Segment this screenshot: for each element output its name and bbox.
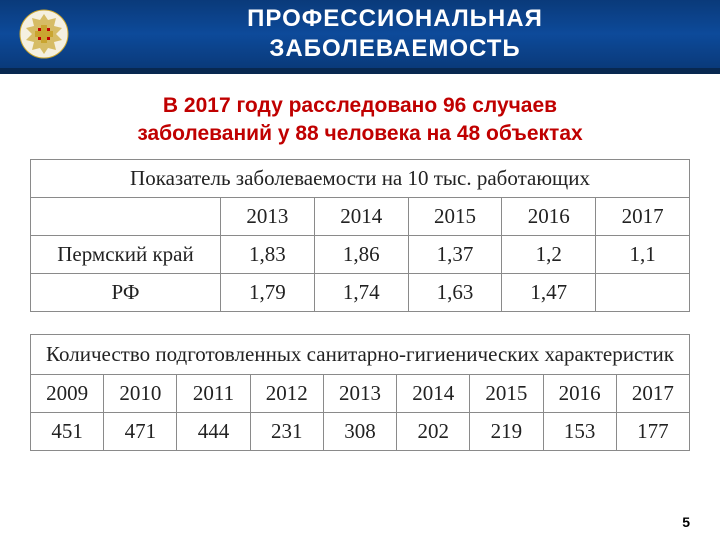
table2-cell: 153: [543, 412, 616, 450]
table1-row-label: Пермский край: [31, 235, 221, 273]
table1-row-label: РФ: [31, 273, 221, 311]
table1-title: Показатель заболеваемости на 10 тыс. раб…: [31, 159, 690, 197]
subheading: В 2017 году расследовано 96 случаев забо…: [30, 92, 690, 149]
characteristics-table: Количество подготовленных санитарно-гиги…: [30, 334, 690, 451]
table1-cell: 1,1: [596, 235, 690, 273]
table2-year: 2014: [397, 374, 470, 412]
table1-year: 2016: [502, 197, 596, 235]
title-line2: ЗАБОЛЕВАЕМОСТЬ: [269, 35, 520, 62]
table2-cell: 231: [250, 412, 323, 450]
table2-year-row: 2009 2010 2011 2012 2013 2014 2015 2016 …: [31, 374, 690, 412]
table1-cell: 1,63: [408, 273, 502, 311]
table2-year: 2013: [323, 374, 396, 412]
table2-year: 2011: [177, 374, 250, 412]
slide-title: ПРОФЕССИОНАЛЬНАЯ ЗАБОЛЕВАЕМОСТЬ: [168, 4, 622, 64]
table2-value-row: 451 471 444 231 308 202 219 153 177: [31, 412, 690, 450]
table1-year: 2015: [408, 197, 502, 235]
table2-year: 2012: [250, 374, 323, 412]
table2-cell: 451: [31, 412, 104, 450]
title-line1: ПРОФЕССИОНАЛЬНАЯ: [247, 5, 543, 32]
table2-year: 2017: [616, 374, 689, 412]
subhead-line1: В 2017 году расследовано 96 случаев: [163, 94, 557, 117]
table1-row-rf: РФ 1,79 1,74 1,63 1,47: [31, 273, 690, 311]
table1-cell: 1,47: [502, 273, 596, 311]
table2-year: 2009: [31, 374, 104, 412]
table1-cell: 1,83: [221, 235, 315, 273]
table2-year: 2010: [104, 374, 177, 412]
table1-cell: [596, 273, 690, 311]
table1-empty-cell: [31, 197, 221, 235]
table2-year: 2015: [470, 374, 543, 412]
table1-year: 2017: [596, 197, 690, 235]
table1-cell: 1,2: [502, 235, 596, 273]
morbidity-table: Показатель заболеваемости на 10 тыс. раб…: [30, 159, 690, 312]
table1-year: 2014: [314, 197, 408, 235]
table2-cell: 177: [616, 412, 689, 450]
table1-year: 2013: [221, 197, 315, 235]
page-number: 5: [682, 514, 690, 530]
table1-cell: 1,74: [314, 273, 408, 311]
table1-cell: 1,86: [314, 235, 408, 273]
table2-cell: 219: [470, 412, 543, 450]
table2-cell: 471: [104, 412, 177, 450]
table2-cell: 308: [323, 412, 396, 450]
table2-cell: 444: [177, 412, 250, 450]
table2-cell: 202: [397, 412, 470, 450]
table1-cell: 1,37: [408, 235, 502, 273]
table2-title: Количество подготовленных санитарно-гиги…: [31, 334, 690, 374]
table2-year: 2016: [543, 374, 616, 412]
slide-header: ПРОФЕССИОНАЛЬНАЯ ЗАБОЛЕВАЕМОСТЬ: [0, 0, 720, 74]
slide-content: В 2017 году расследовано 96 случаев забо…: [0, 74, 720, 451]
subhead-line2: заболеваний у 88 человека на 48 объектах: [137, 122, 582, 145]
table1-cell: 1,79: [221, 273, 315, 311]
table1-row-perm: Пермский край 1,83 1,86 1,37 1,2 1,1: [31, 235, 690, 273]
table1-year-row: 2013 2014 2015 2016 2017: [31, 197, 690, 235]
emblem-icon: [18, 8, 70, 60]
